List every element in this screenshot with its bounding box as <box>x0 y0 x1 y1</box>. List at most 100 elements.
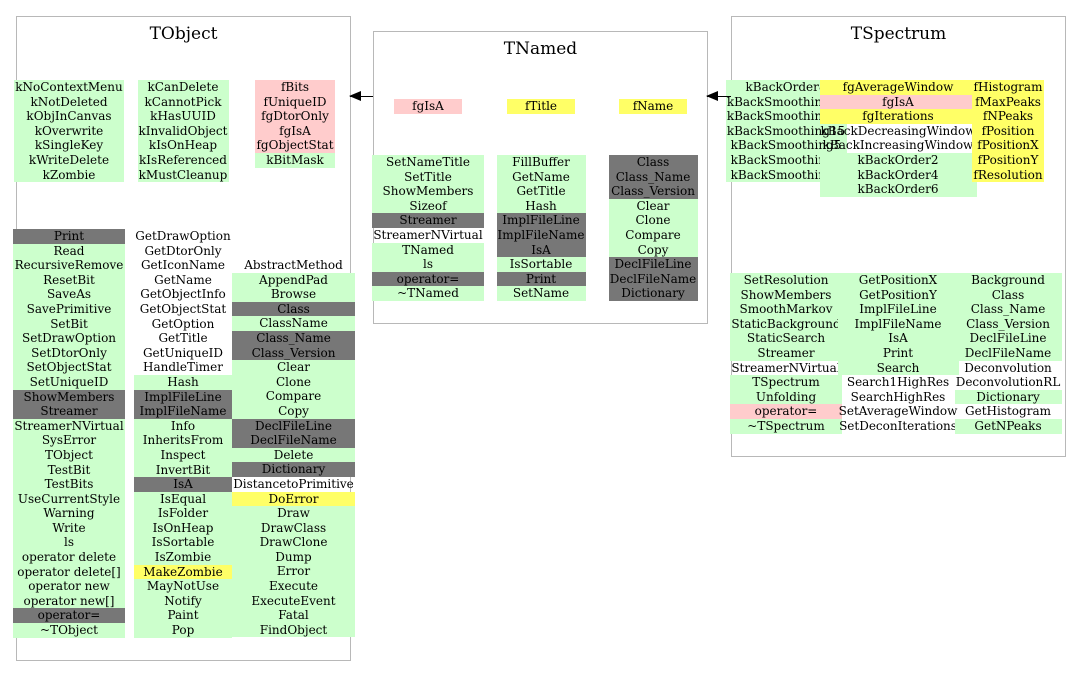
tobject-enum-col-2: kCanDelete kCannotPick kHasUUID kInvalidObj… <box>137 80 229 183</box>
member-cell: ImplFileName <box>134 404 232 419</box>
member-cell: kNotDeleted <box>14 94 124 110</box>
member-cell: GetName <box>154 272 212 287</box>
member-cell: SetAverageWindow <box>838 404 958 419</box>
member-cell: fHistogram <box>972 80 1044 95</box>
member-cell: TObject <box>13 447 125 463</box>
member-cell: GetHistogram <box>965 404 1051 419</box>
member-cell: TestBit <box>13 462 125 478</box>
member-cell: fResolution <box>972 167 1044 183</box>
member-cell: kBackSmoothing9 <box>725 167 847 183</box>
tspectrum-methods-col-3: Background Class Class_Name Class_Version De… <box>954 273 1062 434</box>
member-cell: Compare <box>608 227 698 243</box>
member-cell: Class_Name <box>608 169 698 185</box>
member-cell: operator new <box>13 579 125 594</box>
member-cell: operator new[] <box>13 593 125 609</box>
member-cell: Class_Version <box>954 316 1062 332</box>
member-cell: SavePrimitive <box>13 301 125 317</box>
member-cell: UseCurrentStyle <box>13 491 125 507</box>
member-cell: ImplFileLine <box>837 302 959 317</box>
member-cell: ShowMembers <box>13 389 125 405</box>
member-cell: Search1HighRes <box>846 375 950 390</box>
tobject-fields-col: fBits fUniqueID fgDtorOnly fgIsA fgObjectSta… <box>255 80 335 168</box>
member-cell: fNPeaks <box>972 109 1044 124</box>
member-cell: Class_Name <box>232 330 355 346</box>
member-cell: Class <box>232 301 355 317</box>
member-cell: Clone <box>608 213 698 228</box>
member-cell: Print <box>13 229 125 244</box>
member-cell: ImplFileName <box>837 316 959 332</box>
member-cell: IsOnHeap <box>134 520 232 536</box>
member-cell: operator delete[] <box>13 564 125 580</box>
member-cell: kBackOrder2 <box>819 152 977 168</box>
member-cell: kHasUUID <box>137 109 229 124</box>
member-cell: SetDeconIterations <box>839 418 957 433</box>
member-cell: ImplFileLine <box>134 389 232 405</box>
member-cell: SetDtorOnly <box>13 345 125 361</box>
inheritance-arrow-tspectrum-to-tnamed <box>706 91 731 101</box>
tobject-methods-col-1: Print Read RecursiveRemove ResetBit SaveAs Sa… <box>13 229 125 638</box>
member-cell: kBackSmoothing15 <box>725 123 847 139</box>
tnamed-methods-col-2: FillBuffer GetName GetTitle Hash ImplFileLin… <box>487 155 595 301</box>
member-cell: fUniqueID <box>255 94 335 110</box>
member-cell: fPositionX <box>972 138 1044 153</box>
member-cell: GetTitle <box>496 184 586 199</box>
tnamed-methods-col-3: Class Class_Name Class_Version Clear Clone Co… <box>599 155 707 301</box>
member-cell: kCannotPick <box>137 94 229 110</box>
member-cell: fName <box>619 99 687 114</box>
member-cell: Deconvolution <box>964 360 1052 375</box>
member-cell: Print <box>837 345 959 361</box>
member-cell: fPositionY <box>972 152 1044 168</box>
member-cell: kSingleKey <box>14 138 124 153</box>
member-cell: InvertBit <box>134 462 232 478</box>
tobject-class-box: TObject kNoContextMenu kNotDeleted kObjInC… <box>13 16 355 661</box>
member-cell: Copy <box>608 242 698 258</box>
member-cell: Dictionary <box>954 389 1062 405</box>
member-cell: Clear <box>608 198 698 214</box>
member-cell: StaticSearch <box>730 331 842 346</box>
member-cell: IsA <box>837 331 959 346</box>
member-cell: Search <box>837 360 959 376</box>
tnamed-title: TNamed <box>503 39 578 59</box>
tobject-title: TObject <box>149 24 218 44</box>
member-cell: SetUniqueID <box>13 374 125 390</box>
member-cell: RecursiveRemove <box>13 258 125 273</box>
tobject-enum-col-1: kNoContextMenu kNotDeleted kObjInCanvas kOv… <box>14 80 124 183</box>
member-cell: TestBits <box>13 477 125 492</box>
member-cell: SetObjectStat <box>13 360 125 375</box>
member-cell: Class_Name <box>954 302 1062 317</box>
member-cell: Sizeof <box>372 198 484 214</box>
member-cell: Browse <box>232 287 355 302</box>
member-cell: ImplFileName <box>496 227 586 243</box>
member-cell: Class_Version <box>232 345 355 361</box>
member-cell: kIsReferenced <box>137 152 229 168</box>
member-cell: ResetBit <box>13 272 125 288</box>
member-cell: fgObjectStat <box>255 138 335 153</box>
member-cell: SetBit <box>13 316 125 332</box>
member-cell: kBackSmoothing5 <box>725 138 847 153</box>
member-cell: Error <box>232 564 355 580</box>
member-cell: kBackOrder4 <box>819 167 977 183</box>
member-cell: Paint <box>134 608 232 624</box>
member-cell: kBackSmoothing11 <box>725 94 847 110</box>
member-cell: GetUniqueID <box>142 345 224 360</box>
member-cell: Draw <box>232 506 355 521</box>
member-cell: Dictionary <box>608 286 698 301</box>
member-cell: DoError <box>232 491 355 507</box>
member-cell: Streamer <box>730 345 842 361</box>
member-cell: GetNPeaks <box>954 418 1062 434</box>
member-cell: TNamed <box>372 242 484 258</box>
arrow-head-icon <box>349 91 361 101</box>
member-cell: kIsOnHeap <box>137 138 229 153</box>
member-cell: InheritsFrom <box>134 433 232 448</box>
member-cell: GetOption <box>151 316 215 331</box>
tspectrum-methods-col-2: GetPositionX GetPositionY ImplFileLine Impl… <box>837 273 959 434</box>
member-cell: kZombie <box>14 167 124 183</box>
member-cell: IsSortable <box>134 535 232 551</box>
member-cell: kBackOrder6 <box>819 182 977 197</box>
member-cell: fTitle <box>507 99 575 114</box>
member-cell: fgIsA <box>394 99 462 114</box>
tspectrum-enum-col-1: kBackOrder8 kBackSmoothing11 kBackSmoothin… <box>725 80 847 183</box>
member-cell: GetTitle <box>158 331 208 346</box>
member-cell: ShowMembers <box>372 184 484 199</box>
tspectrum-methods-col-1: SetResolution ShowMembers SmoothMarkov Stat… <box>730 273 842 434</box>
